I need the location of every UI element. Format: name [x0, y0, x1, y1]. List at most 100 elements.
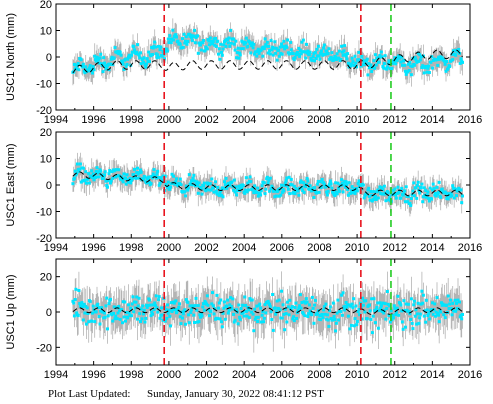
- data-point: [432, 308, 436, 312]
- data-point: [251, 46, 255, 50]
- data-point: [286, 305, 290, 309]
- data-point: [282, 312, 286, 316]
- data-point: [165, 47, 169, 51]
- data-point: [145, 305, 149, 309]
- data-point: [395, 306, 399, 310]
- data-point: [87, 181, 91, 185]
- data-point: [371, 314, 375, 318]
- data-point: [337, 186, 341, 190]
- data-point: [326, 189, 330, 193]
- data-point: [184, 194, 187, 198]
- data-point: [289, 40, 293, 44]
- data-point: [210, 177, 214, 181]
- data-point: [250, 310, 254, 314]
- data-point: [172, 174, 175, 178]
- data-point: [343, 185, 347, 189]
- data-point: [75, 67, 79, 70]
- x-tick-label: 2000: [157, 114, 181, 126]
- data-point: [165, 316, 169, 320]
- y-axis-label: USC1 North (mm): [5, 13, 17, 101]
- data-point: [158, 316, 162, 320]
- data-point: [264, 311, 268, 315]
- x-tick-label: 2012: [382, 242, 406, 254]
- data-point: [229, 305, 233, 308]
- data-point: [156, 169, 160, 173]
- data-point: [443, 62, 447, 66]
- data-point: [109, 62, 112, 66]
- data-point: [219, 42, 223, 46]
- data-point: [383, 54, 387, 58]
- data-point: [313, 50, 317, 54]
- data-point: [330, 186, 334, 190]
- data-point: [313, 303, 317, 307]
- data-point: [424, 195, 428, 199]
- data-point: [289, 307, 293, 311]
- data-point: [126, 316, 130, 320]
- data-point: [232, 42, 236, 46]
- data-point: [140, 317, 144, 321]
- data-point: [207, 188, 211, 192]
- data-point: [178, 42, 182, 46]
- data-point: [386, 191, 390, 195]
- data-point: [366, 188, 370, 192]
- data-point: [361, 303, 365, 307]
- data-point: [322, 308, 326, 312]
- data-point: [118, 50, 122, 54]
- data-point: [255, 190, 259, 194]
- data-point: [418, 191, 422, 195]
- data-point: [229, 296, 233, 300]
- data-point: [202, 184, 205, 188]
- data-point: [254, 315, 258, 319]
- data-point: [186, 40, 190, 43]
- data-point: [389, 309, 393, 313]
- data-point: [143, 175, 147, 179]
- data-point: [80, 301, 84, 305]
- data-point: [112, 311, 115, 315]
- data-point: [408, 312, 412, 316]
- x-tick-label: 2000: [157, 369, 181, 381]
- data-point: [115, 168, 118, 172]
- data-point: [410, 321, 414, 325]
- data-point: [173, 182, 177, 186]
- data-point: [102, 176, 106, 180]
- data-point: [292, 315, 296, 319]
- x-axis: 1994 1996 1998 2000 2002 2004 2006 2008 2010 2012…: [44, 259, 482, 381]
- data-point: [283, 307, 287, 311]
- data-point: [458, 61, 462, 65]
- data-point: [268, 176, 272, 180]
- data-point: [325, 193, 329, 197]
- data-point: [235, 51, 239, 55]
- data-point: [199, 187, 203, 191]
- data-point: [402, 58, 406, 62]
- data-point: [142, 56, 146, 60]
- data-point: [409, 297, 413, 301]
- data-point: [216, 39, 220, 43]
- data-point: [414, 186, 418, 190]
- data-point: [457, 47, 461, 51]
- data-point: [214, 189, 218, 193]
- data-point: [132, 45, 136, 49]
- data-point: [454, 53, 458, 57]
- data-point: [252, 42, 256, 46]
- data-point: [190, 308, 193, 312]
- data-point: [160, 313, 164, 317]
- data-point: [319, 49, 323, 53]
- data-point: [157, 44, 160, 48]
- data-point: [139, 168, 142, 172]
- data-point: [147, 50, 151, 54]
- data-point: [373, 194, 377, 198]
- data-point: [150, 310, 154, 314]
- data-point: [208, 182, 212, 186]
- data-point: [222, 306, 226, 310]
- data-point: [87, 172, 91, 176]
- data-point: [205, 294, 209, 298]
- data-point: [94, 170, 98, 173]
- data-point: [287, 313, 291, 317]
- data-point: [427, 197, 431, 200]
- data-point: [431, 312, 435, 316]
- data-point: [412, 63, 416, 67]
- data-point: [128, 176, 132, 180]
- data-point: [178, 177, 182, 181]
- y-tick-label: 10: [40, 154, 52, 166]
- panel-1: 1994 1996 1998 2000 2002 2004 2006 2008 2010 2012…: [5, 0, 482, 126]
